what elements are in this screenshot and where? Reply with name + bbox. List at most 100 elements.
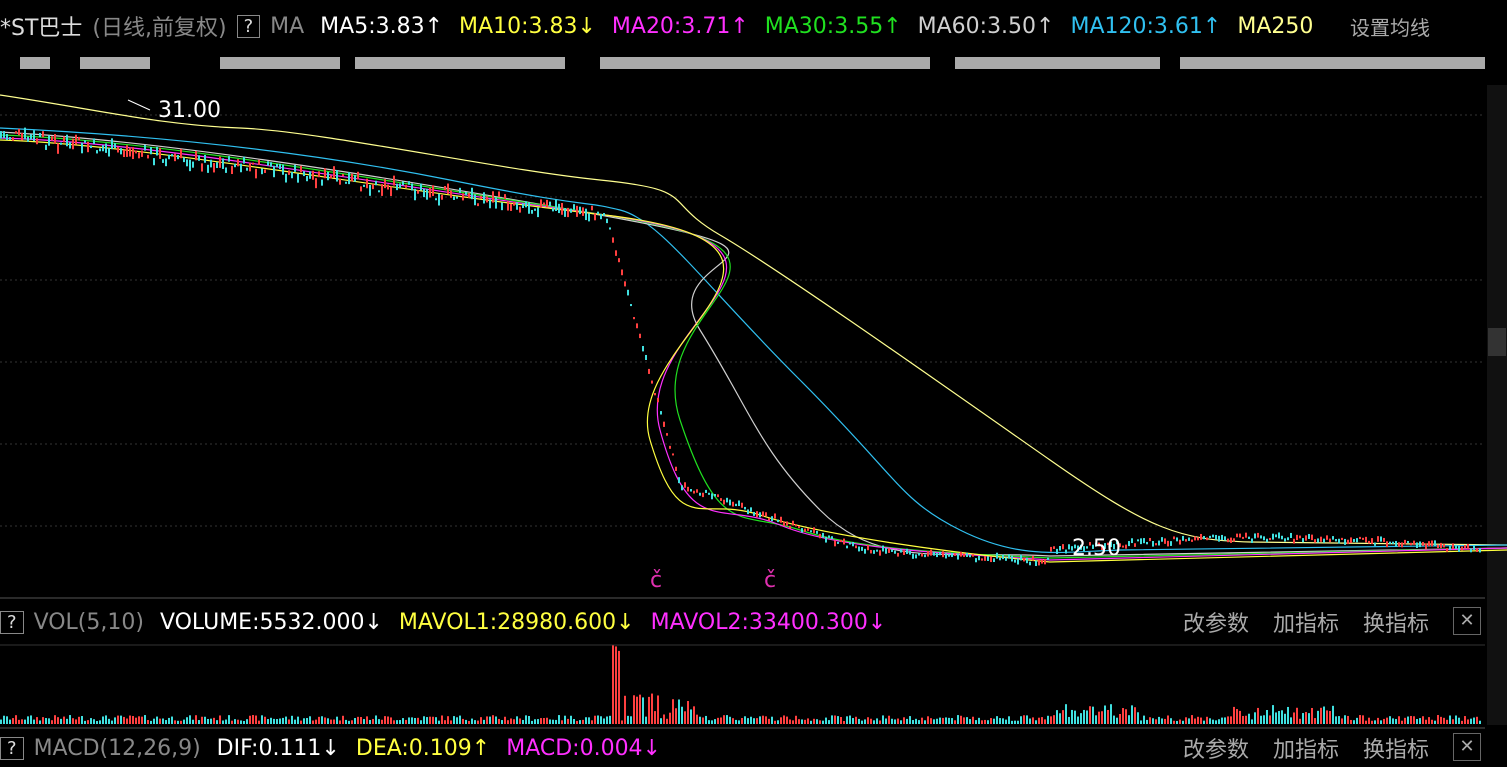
volume-bar	[1383, 718, 1385, 724]
volume-bar	[720, 717, 722, 724]
candle	[888, 548, 890, 553]
volume-bar	[291, 715, 293, 724]
candle	[30, 134, 32, 140]
candle	[423, 188, 425, 198]
indicator: VOL(5,10)	[33, 609, 144, 635]
volume-bar	[930, 718, 932, 724]
volume-bar	[1068, 716, 1070, 724]
candle	[123, 150, 125, 158]
candle	[1023, 557, 1025, 562]
candle	[417, 190, 419, 194]
volume-bar	[1365, 720, 1367, 724]
volume-bar	[612, 645, 614, 724]
candle	[915, 554, 917, 559]
candle	[753, 511, 755, 516]
candle	[1158, 540, 1160, 546]
volume-bar	[108, 718, 110, 724]
legend-label: DIF:0.111	[216, 735, 322, 761]
settings[interactable]: 设置均线	[1350, 12, 1430, 41]
candle	[492, 191, 494, 203]
candle	[372, 184, 374, 190]
candle	[639, 333, 641, 339]
candle	[1263, 536, 1265, 541]
candle	[549, 201, 551, 207]
legend-item: MA10:3.83↓	[459, 14, 596, 39]
volume-bar	[804, 719, 806, 724]
candle	[1083, 546, 1085, 552]
candle	[1296, 534, 1298, 541]
panel-button[interactable]: 改参数	[1183, 612, 1250, 637]
volume-bar	[807, 718, 809, 724]
volume-bar	[1017, 720, 1019, 724]
volume-bar	[600, 716, 602, 724]
volume-bar	[1050, 716, 1052, 724]
volume-bar	[1389, 716, 1391, 724]
volume-bar	[564, 715, 566, 724]
close-button[interactable]: ✕	[1453, 607, 1481, 635]
volume-bar	[447, 716, 449, 724]
volume-bar	[270, 717, 272, 724]
volume-bar	[378, 719, 380, 724]
candle	[579, 206, 581, 215]
candle	[1470, 548, 1472, 553]
candle	[81, 142, 83, 154]
volume-bar	[867, 717, 869, 724]
candle	[783, 521, 785, 526]
volume-bar	[864, 719, 866, 724]
volume-bar	[354, 718, 356, 724]
volume-bar	[1299, 718, 1301, 724]
candle	[1368, 540, 1370, 544]
ma-header: *ST巴士 (日线,前复权) ? MA MA5:3.83↑ MA10:3.83↓ M…	[0, 8, 1313, 44]
candle	[654, 392, 656, 396]
candle	[1113, 543, 1115, 550]
volume-bar	[300, 720, 302, 724]
volume-bar	[1353, 720, 1355, 724]
candle	[555, 199, 557, 211]
volume-bar	[1260, 715, 1262, 724]
marker: č	[764, 568, 777, 593]
volume-bar	[1170, 718, 1172, 724]
candle	[303, 171, 305, 177]
help[interactable]: ?	[236, 14, 261, 38]
candle	[1050, 546, 1052, 552]
candle	[375, 180, 377, 186]
panel-button[interactable]: 加指标	[1273, 612, 1340, 637]
candle	[57, 143, 59, 154]
volume-bar	[1209, 718, 1211, 724]
volume-bar	[951, 718, 953, 724]
close-button[interactable]: ✕	[1453, 733, 1481, 761]
volume-bar	[1362, 715, 1364, 724]
candle	[1269, 537, 1271, 541]
panel-button[interactable]: 换指标	[1363, 738, 1430, 763]
panel-button[interactable]: 加指标	[1273, 738, 1340, 763]
candle	[1035, 560, 1037, 567]
legend-arrow: ↓	[867, 609, 887, 635]
candle	[1116, 540, 1118, 545]
panel-button[interactable]: 改参数	[1183, 738, 1250, 763]
volume-bar	[1332, 705, 1334, 724]
help[interactable]: ?	[0, 610, 24, 634]
volume-bar	[1422, 716, 1424, 724]
panel-button[interactable]: 换指标	[1363, 612, 1430, 637]
volume-bar	[1236, 709, 1238, 724]
volume-bar	[987, 720, 989, 724]
candle	[720, 498, 722, 501]
volume-bar	[1035, 720, 1037, 724]
volume-bar	[219, 715, 221, 724]
candle	[777, 519, 779, 523]
volume-bar	[120, 715, 122, 724]
volume-bar	[516, 716, 518, 724]
volume-bar	[48, 718, 50, 724]
volume-bar	[1110, 704, 1112, 724]
volume-bar	[1107, 709, 1109, 724]
volume-bar	[663, 714, 665, 724]
candle	[588, 213, 590, 222]
candle	[87, 141, 89, 153]
help[interactable]: ?	[0, 736, 24, 760]
legend-label: MA30:3.55	[764, 13, 884, 39]
volume-bar	[1074, 710, 1076, 724]
volume-bar	[1023, 715, 1025, 724]
candle	[231, 165, 233, 175]
candle	[318, 171, 320, 178]
candle	[849, 542, 851, 545]
